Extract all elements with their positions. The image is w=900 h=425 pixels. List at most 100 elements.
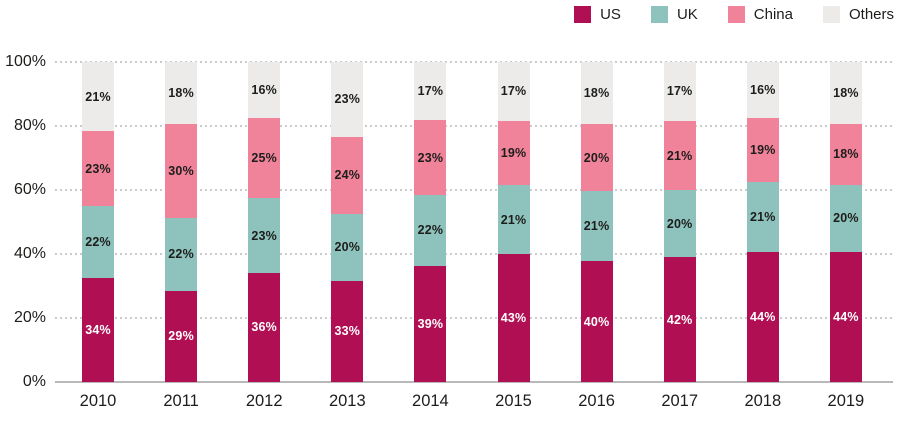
legend-item-uk: UK [650, 6, 698, 23]
segment-value-label: 20% [833, 211, 859, 226]
segment-value-label: 20% [583, 150, 610, 165]
segment-value-label: 23% [334, 92, 361, 107]
segment-china-2018: 19% [746, 118, 779, 183]
y-axis-tick-label: 100% [5, 53, 46, 70]
segment-us-2011: 29% [165, 290, 198, 382]
segment-value-label: 18% [583, 86, 610, 100]
segment-value-label: 16% [749, 83, 776, 98]
segment-uk-2012: 23% [248, 198, 281, 273]
segment-value-label: 44% [833, 309, 859, 324]
legend-swatch-icon [727, 6, 745, 23]
segment-value-label: 18% [833, 147, 859, 162]
segment-china-2012: 25% [248, 118, 281, 199]
gridline [55, 189, 893, 191]
segment-uk-2018: 21% [746, 182, 779, 252]
y-axis-tick-label: 40% [13, 245, 46, 262]
segment-china-2011: 30% [165, 124, 198, 218]
segment-us-2016: 40% [580, 261, 613, 382]
segment-others-2011: 18% [165, 62, 198, 124]
segment-value-label: 20% [666, 216, 693, 231]
chart-legend: US UK China Others [574, 6, 894, 23]
segment-value-label: 23% [251, 228, 277, 243]
segment-value-label: 43% [500, 311, 527, 326]
segment-uk-2015: 21% [497, 185, 530, 255]
segment-uk-2017: 20% [663, 190, 696, 258]
segment-uk-2019: 20% [829, 185, 862, 252]
segment-value-label: 20% [334, 240, 361, 255]
segment-china-2019: 18% [829, 123, 862, 186]
plot-area: 0% 20% 40% 60% 80% 100% 34% 22% 23% 21% 2010 29% 22%… [5, 53, 893, 410]
gridline [55, 61, 893, 63]
segment-value-label: 33% [334, 324, 361, 339]
segment-value-label: 18% [833, 85, 859, 100]
segment-china-2010: 23% [82, 131, 114, 207]
segment-value-label: 40% [583, 314, 610, 329]
bar-2015: 43% 21% 19% 17% [497, 62, 530, 382]
segment-uk-2014: 22% [414, 194, 447, 267]
x-axis-tick-label: 2015 [495, 392, 532, 410]
segment-us-2017: 42% [663, 257, 696, 382]
segment-uk-2013: 20% [331, 214, 364, 281]
segment-us-2019: 44% [829, 251, 862, 382]
legend-item-us: US [574, 6, 621, 23]
segment-others-2015: 17% [497, 62, 530, 121]
segment-china-2016: 20% [580, 124, 613, 192]
segment-others-2014: 17% [414, 62, 447, 121]
gridline [55, 125, 893, 127]
segment-value-label: 39% [417, 317, 444, 332]
segment-value-label: 19% [749, 143, 776, 158]
segment-value-label: 44% [749, 309, 776, 324]
segment-value-label: 22% [417, 223, 444, 238]
segment-us-2014: 39% [414, 266, 447, 382]
segment-us-2015: 43% [497, 254, 530, 382]
x-axis-tick-label: 2012 [245, 392, 283, 410]
segment-value-label: 36% [251, 320, 277, 335]
segment-value-label: 42% [666, 312, 693, 327]
segment-uk-2010: 22% [82, 206, 114, 279]
segment-others-2017: 17% [663, 62, 696, 121]
segment-value-label: 22% [168, 247, 194, 262]
segment-value-label: 16% [251, 83, 277, 98]
gridline [55, 253, 893, 255]
segment-us-2018: 44% [746, 251, 779, 382]
segment-others-2018: 16% [746, 62, 779, 119]
segment-china-2014: 23% [414, 120, 447, 195]
x-axis-tick-label: 2018 [744, 392, 782, 410]
legend-label: UK [676, 6, 698, 23]
segment-value-label: 23% [417, 150, 444, 165]
segment-others-2010: 21% [82, 62, 114, 132]
x-axis-tick-label: 2017 [661, 392, 699, 410]
segment-value-label: 21% [666, 148, 693, 163]
legend-label: US [600, 6, 621, 23]
segment-value-label: 30% [168, 164, 194, 178]
bar-2014: 39% 22% 23% 17% [414, 62, 447, 382]
y-axis-tick-label: 0% [22, 373, 46, 390]
bar-2012: 36% 23% 25% 16% [248, 62, 281, 382]
segment-value-label: 21% [500, 212, 527, 227]
segment-uk-2011: 22% [165, 218, 198, 291]
bar-2013: 33% 20% 24% 23% [331, 62, 364, 382]
x-axis-tick-label: 2019 [827, 392, 865, 410]
bar-2016: 40% 21% 20% 18% [580, 62, 613, 382]
bar-2018: 44% 21% 19% 16% [746, 62, 779, 382]
segment-china-2015: 19% [497, 120, 530, 186]
segment-uk-2016: 21% [580, 191, 613, 262]
x-axis-tick-label: 2010 [79, 392, 117, 410]
legend-item-others: Others [822, 6, 894, 23]
segment-others-2019: 18% [829, 62, 862, 124]
segment-others-2012: 16% [248, 62, 281, 119]
segment-value-label: 34% [85, 323, 111, 338]
legend-label: Others [848, 6, 894, 23]
segment-us-2012: 36% [248, 272, 281, 382]
segment-value-label: 21% [749, 210, 776, 225]
segment-others-2016: 18% [580, 62, 613, 124]
segment-value-label: 17% [417, 84, 444, 99]
x-axis-tick-label: 2014 [412, 392, 449, 410]
bar-2011: 29% 22% 30% 18% [165, 62, 198, 382]
legend-label: China [753, 6, 793, 23]
legend-item-china: China [727, 6, 793, 23]
segment-value-label: 23% [85, 161, 111, 176]
x-axis-line [55, 381, 893, 383]
y-axis-tick-label: 80% [13, 117, 46, 134]
